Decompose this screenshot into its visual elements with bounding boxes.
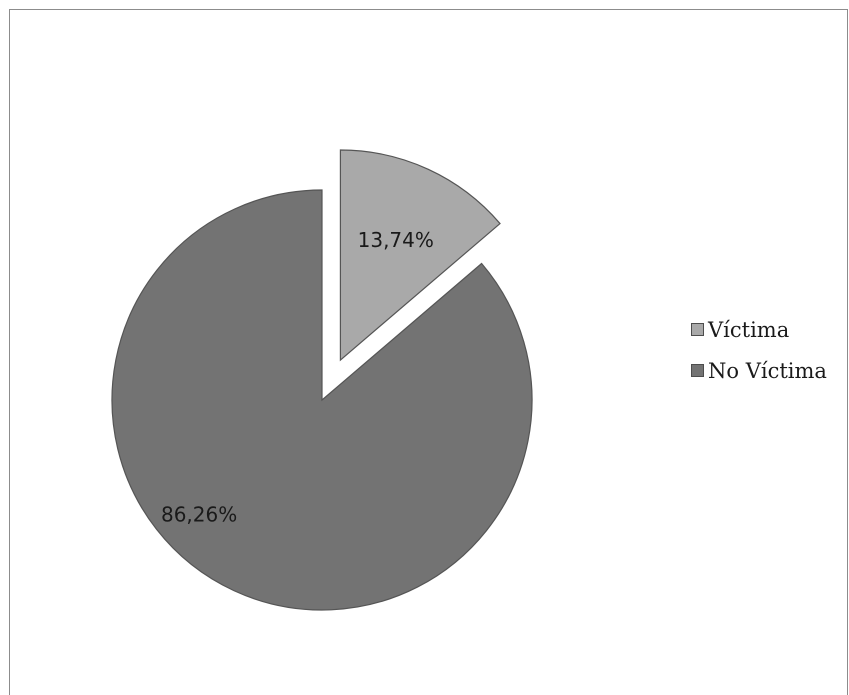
legend-item-victima: Víctima xyxy=(691,316,827,343)
legend-swatch-victima xyxy=(691,323,704,336)
legend-swatch-no-victima xyxy=(691,364,704,377)
legend-label-victima: Víctima xyxy=(708,317,790,342)
data-label-no-victima: 86,26% xyxy=(161,503,237,527)
data-label-victima: 13,74% xyxy=(358,228,434,252)
pie-slice-victima xyxy=(339,149,501,362)
legend-item-no-victima: No Víctima xyxy=(691,357,827,384)
legend: Víctima No Víctima xyxy=(691,316,827,398)
pie-slice-no-victima xyxy=(111,189,533,611)
legend-label-no-victima: No Víctima xyxy=(708,358,827,383)
